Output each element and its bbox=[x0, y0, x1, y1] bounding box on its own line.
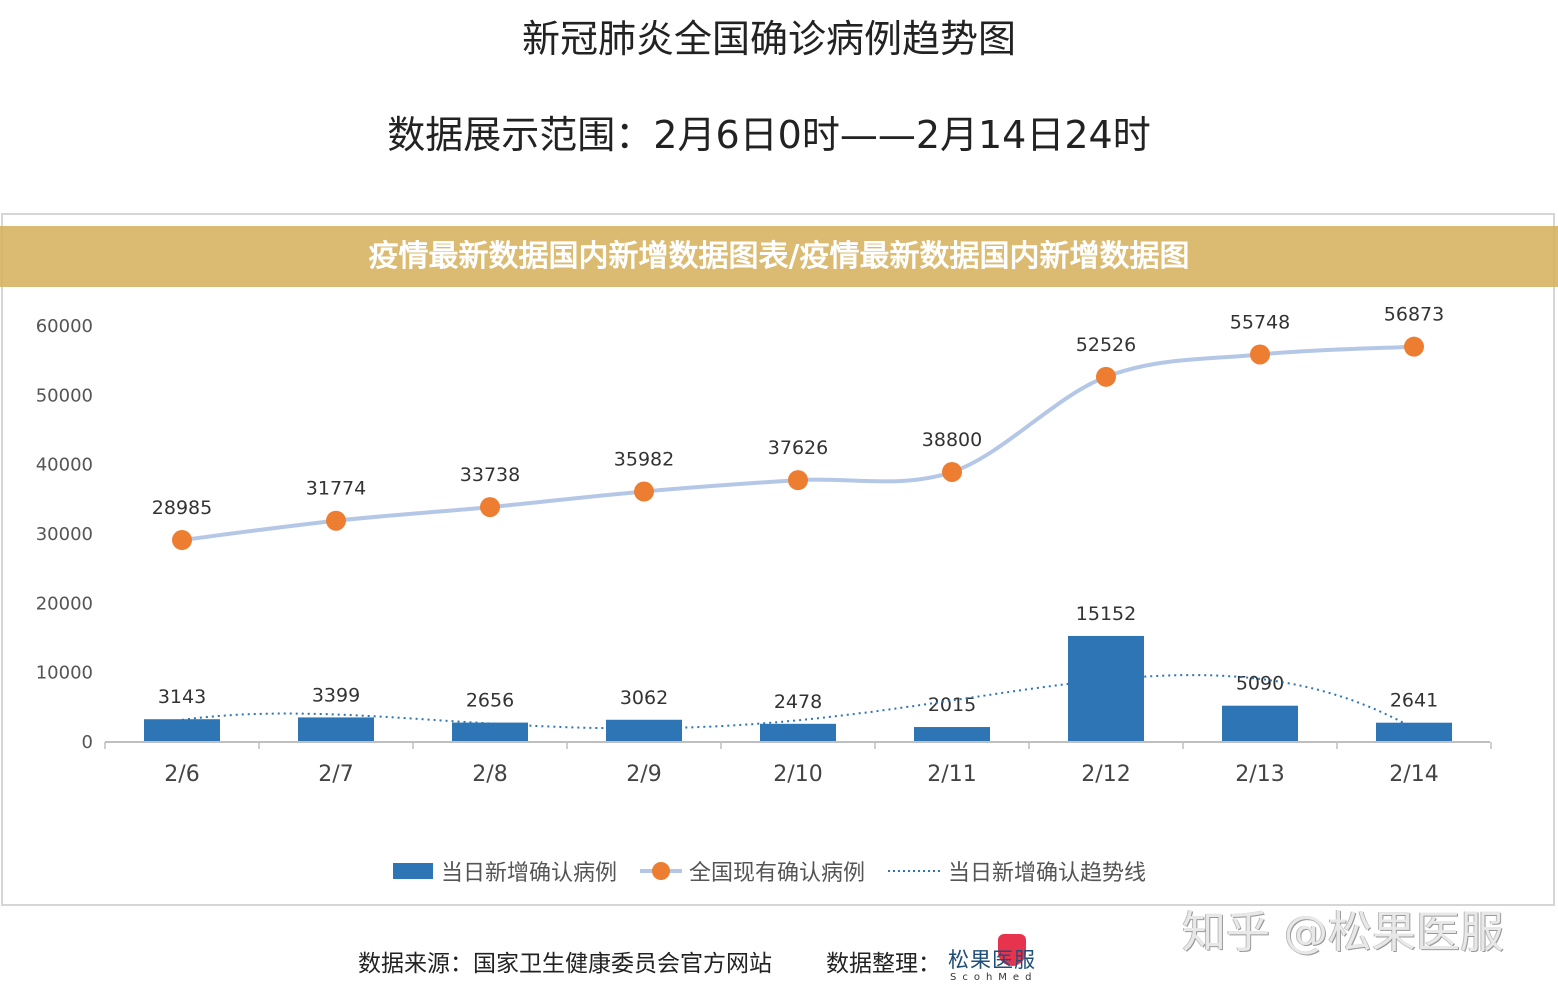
x-tick-label: 2/6 bbox=[164, 762, 199, 787]
line-data-label: 33738 bbox=[460, 464, 520, 486]
line-marker bbox=[634, 481, 654, 502]
cup-icon bbox=[998, 934, 1026, 966]
x-tick-label: 2/12 bbox=[1081, 762, 1130, 787]
chart-subtitle: 数据展示范围：2月6日0时——2月14日24时 bbox=[387, 113, 1151, 157]
bar bbox=[914, 727, 990, 741]
bar bbox=[452, 722, 528, 741]
bar-data-label: 2641 bbox=[1390, 690, 1438, 712]
x-tick-label: 2/11 bbox=[927, 762, 976, 787]
bar-data-label: 5090 bbox=[1236, 673, 1284, 695]
bar bbox=[1222, 705, 1298, 741]
bar bbox=[1068, 635, 1144, 741]
bar-data-label: 2656 bbox=[466, 690, 514, 712]
y-tick-label: 50000 bbox=[36, 385, 93, 406]
line-marker bbox=[1250, 344, 1270, 365]
bar-data-label: 3399 bbox=[312, 684, 360, 706]
line-data-label: 56873 bbox=[1384, 304, 1444, 326]
line-data-label: 35982 bbox=[614, 449, 674, 471]
y-tick-label: 60000 bbox=[36, 316, 93, 337]
bar bbox=[144, 719, 220, 741]
overlay-banner: 疫情最新数据国内新增数据图表/疫情最新数据国内新增数据图 bbox=[0, 226, 1558, 287]
x-tick-label: 2/13 bbox=[1235, 762, 1284, 787]
chart-title: 新冠肺炎全国确诊病例趋势图 bbox=[521, 17, 1016, 61]
x-tick-label: 2/9 bbox=[626, 762, 661, 787]
x-tick-label: 2/10 bbox=[773, 762, 822, 787]
y-tick-label: 10000 bbox=[36, 663, 93, 684]
line-data-label: 52526 bbox=[1076, 334, 1136, 356]
bar-data-label: 2478 bbox=[774, 691, 822, 713]
line-marker bbox=[326, 510, 346, 531]
line-data-label: 28985 bbox=[152, 497, 212, 519]
line-marker bbox=[942, 461, 962, 482]
line-marker bbox=[172, 530, 192, 551]
y-tick-label: 0 bbox=[82, 732, 93, 753]
line-marker bbox=[1404, 336, 1424, 357]
line-data-label: 38800 bbox=[922, 429, 982, 451]
legend-marker-swatch bbox=[652, 862, 670, 880]
bar-data-label: 3062 bbox=[620, 687, 668, 709]
legend-bar-swatch bbox=[393, 863, 433, 879]
bar bbox=[760, 723, 836, 741]
logo-cn: 松果医服 bbox=[948, 948, 1036, 972]
legend-label: 当日新增确认病例 bbox=[441, 861, 617, 886]
trendline bbox=[181, 674, 1415, 730]
x-tick-label: 2/7 bbox=[318, 762, 353, 787]
bar bbox=[606, 719, 682, 741]
y-tick-label: 40000 bbox=[36, 455, 93, 476]
x-tick-label: 2/14 bbox=[1389, 762, 1438, 787]
data-compiled-by: 数据整理： bbox=[826, 951, 941, 977]
line-marker bbox=[1096, 366, 1116, 387]
y-tick-label: 20000 bbox=[36, 593, 93, 614]
legend-label: 当日新增确认趋势线 bbox=[948, 861, 1146, 886]
scohmed-logo: 松果医服 ScohMed bbox=[948, 926, 1078, 986]
line-marker bbox=[480, 497, 500, 518]
bar-data-label: 15152 bbox=[1076, 603, 1136, 625]
line-data-label: 31774 bbox=[306, 478, 366, 500]
chart-frame bbox=[1, 213, 1555, 906]
data-source: 数据来源：国家卫生健康委员会官方网站 bbox=[358, 951, 772, 977]
bar bbox=[298, 717, 374, 741]
y-tick-label: 30000 bbox=[36, 524, 93, 545]
bar-data-label: 2015 bbox=[928, 694, 976, 716]
watermark: 知乎 @松果医服 bbox=[1182, 907, 1504, 958]
bar bbox=[1376, 722, 1452, 741]
line-marker bbox=[788, 470, 808, 491]
legend-label: 全国现有确认病例 bbox=[689, 861, 865, 886]
x-tick-label: 2/8 bbox=[472, 762, 507, 787]
line-data-label: 55748 bbox=[1230, 311, 1290, 333]
bar-data-label: 3143 bbox=[158, 686, 206, 708]
line-data-label: 37626 bbox=[768, 437, 828, 459]
logo-en: ScohMed bbox=[950, 972, 1038, 983]
